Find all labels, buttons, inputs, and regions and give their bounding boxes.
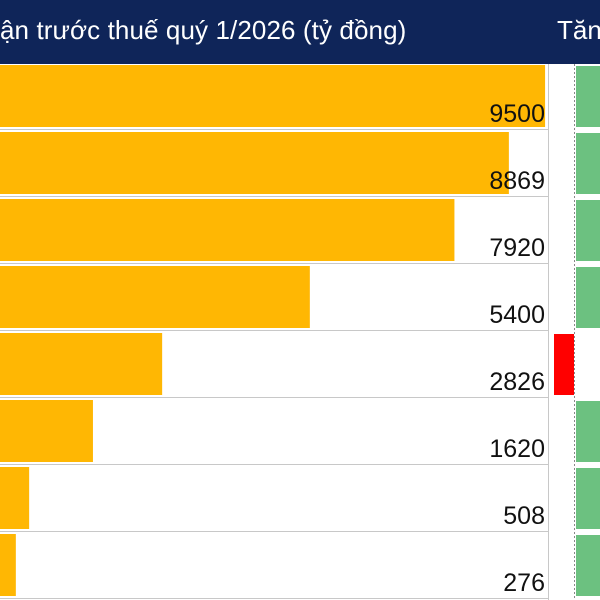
growth-bar <box>576 133 600 194</box>
profit-bar <box>0 534 16 596</box>
profit-value-label: 8869 <box>489 167 545 195</box>
growth-bar <box>576 468 600 529</box>
profit-value-label: 276 <box>503 569 545 597</box>
profit-bar <box>0 132 509 194</box>
profit-value-label: 508 <box>503 502 545 530</box>
profit-bar <box>0 65 546 127</box>
profit-bar <box>0 266 310 328</box>
profit-value-label: 5400 <box>489 301 545 329</box>
growth-bar <box>576 267 600 328</box>
profit-bar <box>0 467 30 529</box>
profit-bar <box>0 333 163 395</box>
table-header: ận trước thuế quý 1/2026 (tỷ đồng) Tăng <box>0 0 600 64</box>
profit-column-title: ận trước thuế quý 1/2026 (tỷ đồng) <box>0 15 407 45</box>
profit-value-label: 9500 <box>489 100 545 128</box>
profit-value-label: 2826 <box>489 368 545 396</box>
profit-bar <box>0 199 455 261</box>
profit-value-label: 1620 <box>489 435 545 463</box>
growth-bar <box>576 66 600 127</box>
growth-bar <box>576 200 600 261</box>
profit-value-label: 7920 <box>489 234 545 262</box>
growth-bar <box>576 535 600 596</box>
profit-bar <box>0 400 93 462</box>
growth-column-title: Tăng <box>557 15 600 45</box>
growth-bar <box>554 334 574 395</box>
growth-bar <box>576 401 600 462</box>
